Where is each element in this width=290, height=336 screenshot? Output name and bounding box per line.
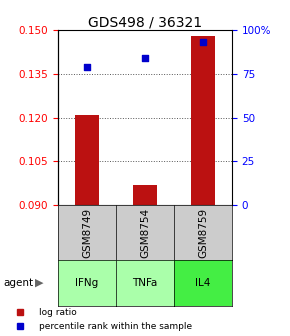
Text: TNFa: TNFa — [132, 278, 158, 288]
Text: ▶: ▶ — [35, 278, 44, 288]
Bar — [75, 115, 99, 205]
Text: GSM8759: GSM8759 — [198, 208, 208, 258]
Text: agent: agent — [3, 278, 33, 288]
Text: percentile rank within the sample: percentile rank within the sample — [39, 322, 192, 331]
Text: GSM8749: GSM8749 — [82, 208, 92, 258]
Bar — [133, 184, 157, 205]
Text: GSM8754: GSM8754 — [140, 208, 150, 258]
Text: IFNg: IFNg — [75, 278, 99, 288]
Point — [201, 40, 205, 45]
Bar — [191, 36, 215, 205]
Point — [85, 64, 89, 70]
Text: log ratio: log ratio — [39, 307, 76, 317]
Title: GDS498 / 36321: GDS498 / 36321 — [88, 15, 202, 29]
Point — [143, 55, 147, 61]
Text: IL4: IL4 — [195, 278, 211, 288]
